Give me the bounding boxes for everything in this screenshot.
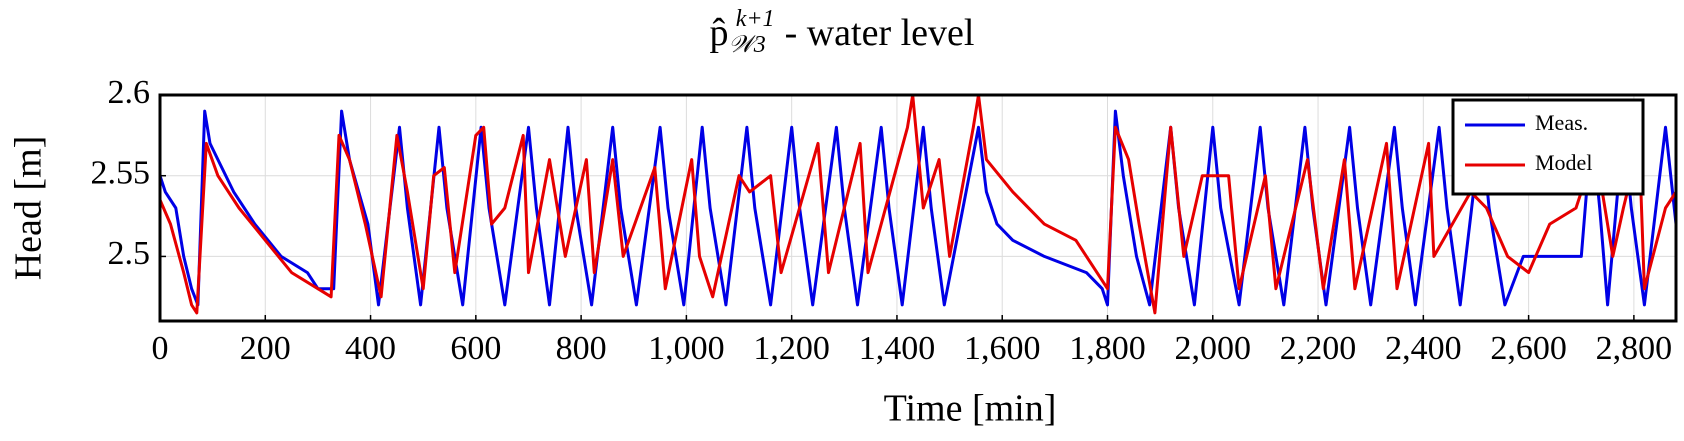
title-subscript: 𝒲3 [729,32,766,58]
x-tick-label: 1,600 [964,330,1041,367]
legend-label: Meas. [1535,110,1588,135]
x-tick-label: 2,200 [1280,330,1357,367]
x-tick-label: 2,400 [1385,330,1462,367]
x-tick-label: 0 [152,330,169,367]
plot-frame [158,93,1678,323]
y-axis-label: Head [m] [8,136,50,281]
y-tick-label: 2.5 [108,235,151,272]
title-superscript: k+1 [736,6,775,32]
x-tick-label: 400 [345,330,396,367]
y-tick-label: 2.6 [108,74,151,111]
x-tick-label: 600 [450,330,501,367]
x-tick-label: 1,200 [753,330,830,367]
x-axis-label: Time [min] [884,388,1057,430]
x-tick-label: 2,800 [1596,330,1673,367]
x-tick-label: 2,600 [1490,330,1567,367]
x-tick-label: 1,400 [859,330,936,367]
x-tick-label: 1,800 [1069,330,1146,367]
legend-label: Model [1535,150,1592,175]
title-symbol: p̂ [710,12,729,54]
data-line [158,93,1678,315]
x-tick-label: 800 [556,330,607,367]
legend-box [1451,98,1645,196]
y-tick-label: 2.55 [91,155,151,192]
x-tick-label: 200 [240,330,291,367]
x-tick-label: 1,000 [648,330,725,367]
title-text: - water level [785,12,975,54]
chart-title: p̂𝒲3k+1 - water level [710,6,975,58]
x-tick-label: 2,000 [1175,330,1252,367]
